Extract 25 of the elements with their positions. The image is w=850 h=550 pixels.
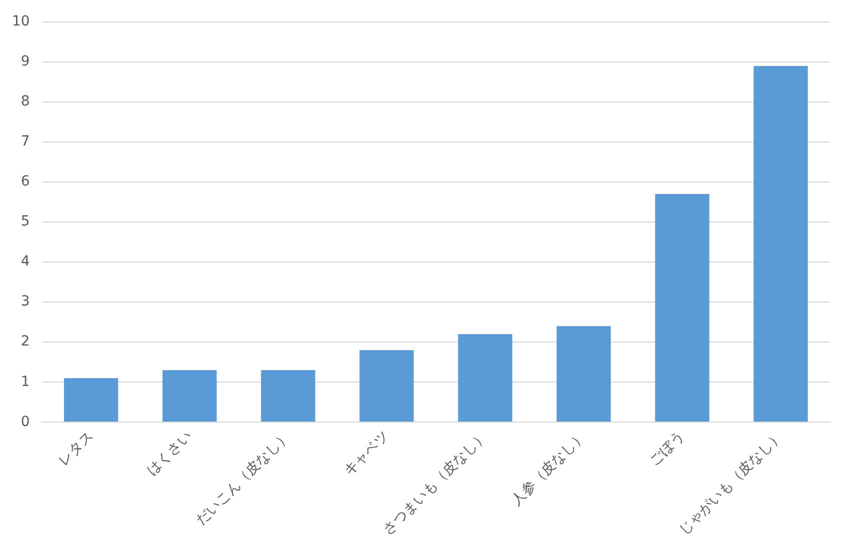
bar <box>64 378 118 422</box>
x-tick-label: キャベツ <box>341 428 392 480</box>
bar <box>261 370 316 422</box>
y-tick-label: 7 <box>20 134 30 150</box>
y-tick-label: 5 <box>20 214 30 230</box>
x-tick-label: ごぼう <box>646 428 688 470</box>
y-tick-label: 1 <box>20 374 30 390</box>
bar <box>458 334 512 422</box>
bar <box>360 350 414 422</box>
x-tick-label: だいこん（皮なし） <box>193 428 294 529</box>
y-tick-label: 4 <box>20 254 30 270</box>
y-tick-label: 2 <box>20 334 30 350</box>
bar <box>754 66 808 422</box>
bar <box>556 326 611 422</box>
y-tick-label: 10 <box>12 14 30 30</box>
x-tick-label: 人参（皮なし） <box>508 428 590 509</box>
bar <box>162 370 217 422</box>
bar <box>655 194 710 422</box>
y-tick-label: 0 <box>20 414 30 430</box>
x-tick-label: はくさい <box>144 428 195 480</box>
y-tick-label: 6 <box>20 174 30 190</box>
y-tick-label: 8 <box>20 94 30 110</box>
x-tick-label: レタス <box>55 428 96 470</box>
y-tick-label: 3 <box>20 294 30 310</box>
y-tick-label: 9 <box>20 54 30 70</box>
